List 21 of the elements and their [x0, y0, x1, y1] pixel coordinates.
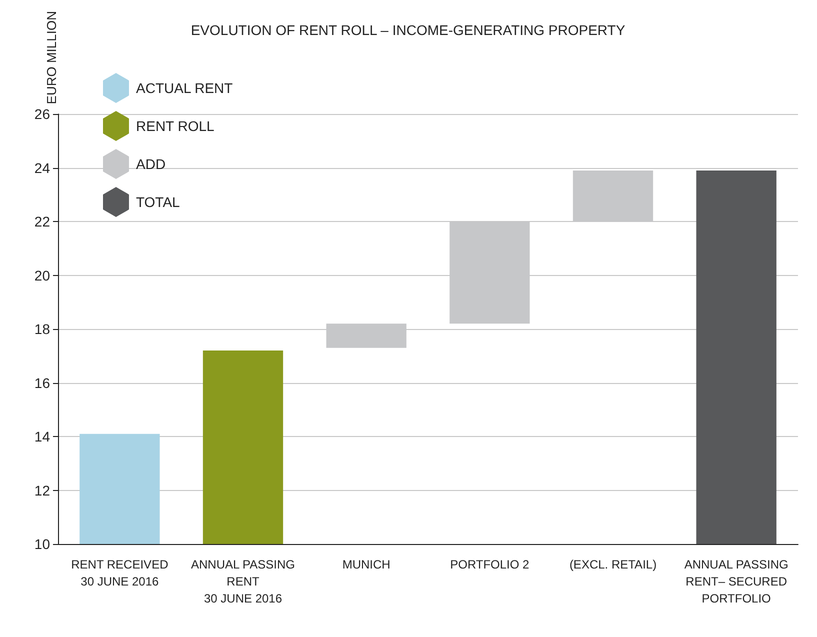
legend-label: ADD — [136, 156, 166, 172]
x-tick-label: MUNICH — [342, 558, 390, 572]
y-tick-label: 22 — [34, 214, 50, 230]
y-tick-label: 10 — [34, 536, 50, 552]
legend-label: ACTUAL RENT — [136, 80, 234, 96]
y-tick-label: 14 — [34, 428, 50, 445]
x-tick-label: ANNUAL PASSING RENT– SECURED PORTFOLIO — [684, 558, 788, 606]
x-tick-label: ANNUAL PASSING RENT 30 JUNE 2016 — [190, 558, 296, 606]
chart-title: EVOLUTION OF RENT ROLL – INCOME-GENERATING PROPERTY — [190, 22, 626, 38]
y-tick-label: 12 — [34, 482, 50, 498]
x-tick-label: (EXCL. RETAIL) — [569, 558, 657, 572]
legend-label: RENT ROLL — [136, 118, 215, 134]
y-tick-label: 16 — [34, 374, 50, 391]
y-tick-label: 24 — [34, 160, 50, 176]
y-axis-title: EURO MILLION — [44, 11, 59, 104]
y-tick-label: 18 — [34, 321, 50, 338]
y-tick-label: 26 — [34, 106, 50, 122]
x-tick-label: PORTFOLIO 2 — [450, 558, 530, 572]
y-tick-label: 20 — [34, 267, 50, 284]
legend-label: TOTAL — [136, 194, 180, 210]
x-tick-label: RENT RECEIVED 30 JUNE 2016 — [71, 558, 169, 588]
